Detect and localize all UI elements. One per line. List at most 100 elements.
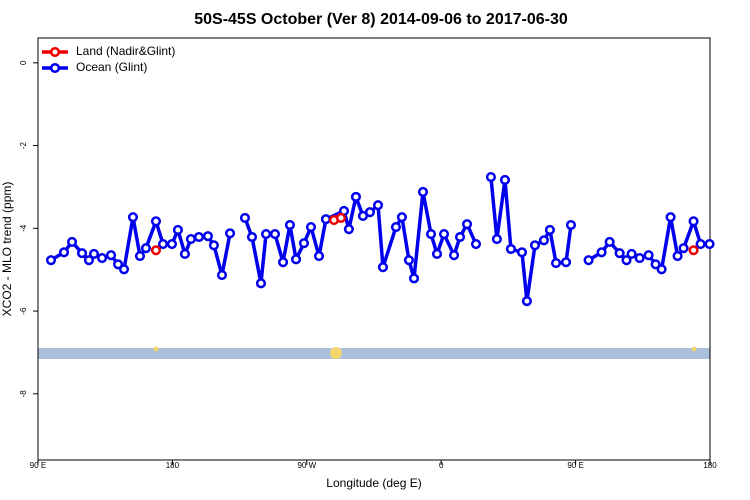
data-point bbox=[417, 186, 429, 197]
data-point bbox=[166, 238, 178, 250]
data-point bbox=[335, 212, 347, 224]
legend-label: Land (Nadir&Glint) bbox=[76, 44, 175, 58]
data-point bbox=[255, 278, 267, 289]
data-point bbox=[695, 238, 706, 250]
data-point bbox=[239, 212, 251, 224]
data-point bbox=[614, 248, 625, 259]
legend-marker bbox=[49, 62, 61, 74]
data-point bbox=[538, 235, 549, 246]
legend-label: Ocean (Glint) bbox=[76, 60, 147, 74]
x-tick-label: 90 W bbox=[297, 461, 316, 470]
data-point bbox=[343, 224, 354, 235]
data-point bbox=[550, 258, 562, 269]
data-point bbox=[290, 254, 302, 265]
data-point bbox=[448, 250, 460, 261]
data-point bbox=[665, 212, 676, 223]
data-point bbox=[499, 174, 511, 185]
data-point bbox=[678, 243, 689, 254]
y-tick-label: 0 bbox=[19, 60, 28, 65]
land-dot bbox=[691, 346, 697, 352]
data-point bbox=[284, 219, 295, 231]
data-point bbox=[403, 255, 414, 266]
chart-title: 50S-45S October (Ver 8) 2014-09-06 to 20… bbox=[194, 11, 568, 28]
data-point bbox=[83, 255, 94, 266]
data-point bbox=[390, 222, 402, 233]
data-point bbox=[656, 264, 667, 275]
y-axis-label: XCO2 - MLO trend (ppm) bbox=[0, 182, 14, 317]
data-point bbox=[372, 200, 384, 211]
data-point bbox=[491, 234, 502, 245]
data-point bbox=[529, 240, 541, 251]
land-dot bbox=[153, 346, 159, 352]
x-tick-label: 0 bbox=[439, 461, 444, 470]
data-point bbox=[58, 247, 70, 258]
data-point bbox=[134, 250, 146, 262]
data-point bbox=[634, 253, 645, 264]
data-point bbox=[626, 248, 637, 260]
data-point bbox=[269, 229, 281, 240]
x-tick-label: 90 E bbox=[567, 461, 583, 470]
data-point bbox=[150, 245, 162, 256]
data-point bbox=[431, 248, 443, 260]
data-point bbox=[216, 270, 228, 281]
land-dot bbox=[330, 347, 342, 359]
data-point bbox=[305, 222, 317, 233]
y-tick-label: -6 bbox=[19, 307, 28, 315]
data-point bbox=[604, 236, 615, 248]
x-axis-label: Longitude (deg E) bbox=[326, 476, 421, 490]
x-tick-label: 90 E bbox=[30, 461, 46, 470]
data-point bbox=[77, 248, 88, 259]
data-point bbox=[157, 238, 169, 250]
data-point bbox=[350, 191, 361, 202]
data-point bbox=[485, 171, 496, 183]
data-point bbox=[66, 236, 78, 248]
data-point bbox=[246, 231, 258, 243]
data-point bbox=[179, 248, 190, 260]
data-point bbox=[88, 248, 100, 260]
data-point bbox=[688, 216, 699, 227]
data-point bbox=[583, 255, 594, 266]
data-point bbox=[193, 231, 205, 243]
data-point bbox=[560, 257, 572, 268]
data-point bbox=[454, 231, 466, 243]
data-point bbox=[643, 250, 654, 261]
data-point bbox=[150, 216, 162, 227]
data-point bbox=[45, 255, 57, 266]
x-tick-label: 180 bbox=[166, 461, 180, 470]
data-point bbox=[172, 224, 183, 236]
data-point bbox=[396, 212, 407, 223]
data-point bbox=[202, 231, 213, 242]
data-point bbox=[320, 214, 331, 225]
data-point bbox=[185, 234, 196, 245]
y-tick-label: -4 bbox=[19, 224, 28, 232]
data-point bbox=[260, 229, 272, 240]
data-point bbox=[278, 257, 289, 268]
data-point bbox=[438, 229, 450, 240]
x-tick-label: 180 bbox=[703, 461, 717, 470]
data-point bbox=[97, 253, 108, 264]
y-tick-label: -8 bbox=[19, 390, 28, 398]
data-point bbox=[298, 238, 310, 249]
data-point bbox=[425, 229, 437, 240]
data-point bbox=[112, 259, 124, 270]
data-point bbox=[118, 264, 130, 275]
data-point bbox=[565, 219, 577, 231]
legend-marker bbox=[49, 46, 61, 58]
data-point bbox=[377, 262, 389, 273]
data-point bbox=[127, 212, 139, 223]
data-point bbox=[505, 243, 516, 255]
data-point bbox=[140, 243, 152, 254]
data-point bbox=[650, 259, 661, 270]
data-point bbox=[224, 228, 236, 239]
data-point bbox=[544, 224, 555, 236]
data-point bbox=[208, 240, 219, 251]
data-point bbox=[516, 247, 528, 258]
data-point bbox=[105, 250, 117, 261]
data-point bbox=[408, 273, 420, 284]
data-point bbox=[596, 247, 607, 258]
data-point bbox=[621, 255, 632, 266]
data-point bbox=[688, 245, 699, 256]
y-tick-label: -2 bbox=[19, 141, 28, 149]
land-strip bbox=[38, 348, 710, 359]
